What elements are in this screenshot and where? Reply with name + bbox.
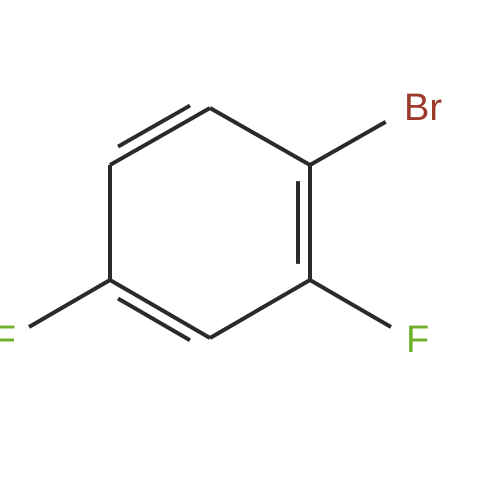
atom-label-br: Br: [404, 87, 442, 129]
bond-line: [310, 280, 391, 327]
atom-label-f: F: [0, 319, 16, 361]
bond-line: [110, 280, 210, 338]
bond-line: [29, 280, 110, 327]
bond-line: [310, 122, 386, 165]
molecule-diagram: Br F F: [0, 0, 500, 500]
bond-line: [110, 108, 210, 165]
atom-label-f: F: [406, 319, 429, 361]
bond-line: [210, 280, 310, 338]
bond-line: [210, 108, 310, 165]
